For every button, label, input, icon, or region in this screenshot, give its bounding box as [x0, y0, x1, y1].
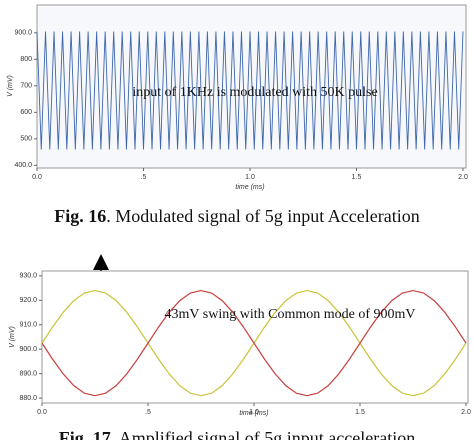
- x-tick-label: 1.0: [245, 174, 255, 181]
- y-tick-label: 910.0: [19, 322, 37, 329]
- annotation: 43mV swing with Common mode of 900mV: [165, 307, 416, 322]
- annotation: input of 1KHz is modulated with 50K puls…: [132, 85, 377, 100]
- y-axis-label: V (mV): [9, 326, 16, 348]
- chart: 400.0 500 600 700 800 900.0 0.0 .5 1.0 1.5 2.0 time…: [7, 4, 468, 226]
- caption: Fig. 17. Amplified signal of 5g input ac…: [59, 428, 415, 440]
- series-line: [36, 31, 464, 150]
- x-tick-label: 0.0: [32, 174, 42, 181]
- caption-label: Fig. 16: [54, 206, 106, 226]
- plot-area: [41, 270, 469, 404]
- y-tick-label: 400.0: [14, 162, 32, 169]
- caption-text: . Amplified signal of 5g input accelerat…: [111, 428, 415, 440]
- x-tick-label: 2.0: [458, 174, 468, 181]
- x-tick-label: 2.0: [461, 409, 471, 416]
- y-tick-label: 900.0: [19, 346, 37, 353]
- chart: 880.0 890.0 900.0 910.0 920.0 930.0 0.0 .5 1.0 1.…: [9, 270, 471, 440]
- y-tick-label: 920.0: [19, 297, 37, 304]
- y-tick-label: 890.0: [19, 371, 37, 378]
- y-tick-label: 800: [20, 56, 32, 63]
- caption-label: Fig. 17: [59, 428, 111, 440]
- y-tick-label: 900.0: [14, 30, 32, 37]
- y-tick-label: 930.0: [19, 273, 37, 280]
- x-tick-label: 1.5: [355, 409, 365, 416]
- x-tick-label: 1.0: [249, 409, 259, 416]
- series-line: [41, 289, 467, 397]
- y-tick-label: 880.0: [19, 395, 37, 402]
- y-tick-label: 700: [20, 83, 32, 90]
- x-tick-label: .5: [145, 409, 151, 416]
- x-tick-label: 1.5: [352, 174, 362, 181]
- caption: Fig. 16. Modulated signal of 5g input Ac…: [54, 206, 419, 226]
- y-tick-label: 600: [20, 109, 32, 116]
- x-axis-label: time (ms): [235, 184, 264, 191]
- caption-text: . Modulated signal of 5g input Accelerat…: [106, 206, 419, 226]
- y-axis-label: V (mV): [7, 75, 14, 97]
- x-axis-label: time (ms): [239, 410, 268, 417]
- y-tick-label: 500: [20, 136, 32, 143]
- x-tick-label: .5: [141, 174, 147, 181]
- x-tick-label: 0.0: [37, 409, 47, 416]
